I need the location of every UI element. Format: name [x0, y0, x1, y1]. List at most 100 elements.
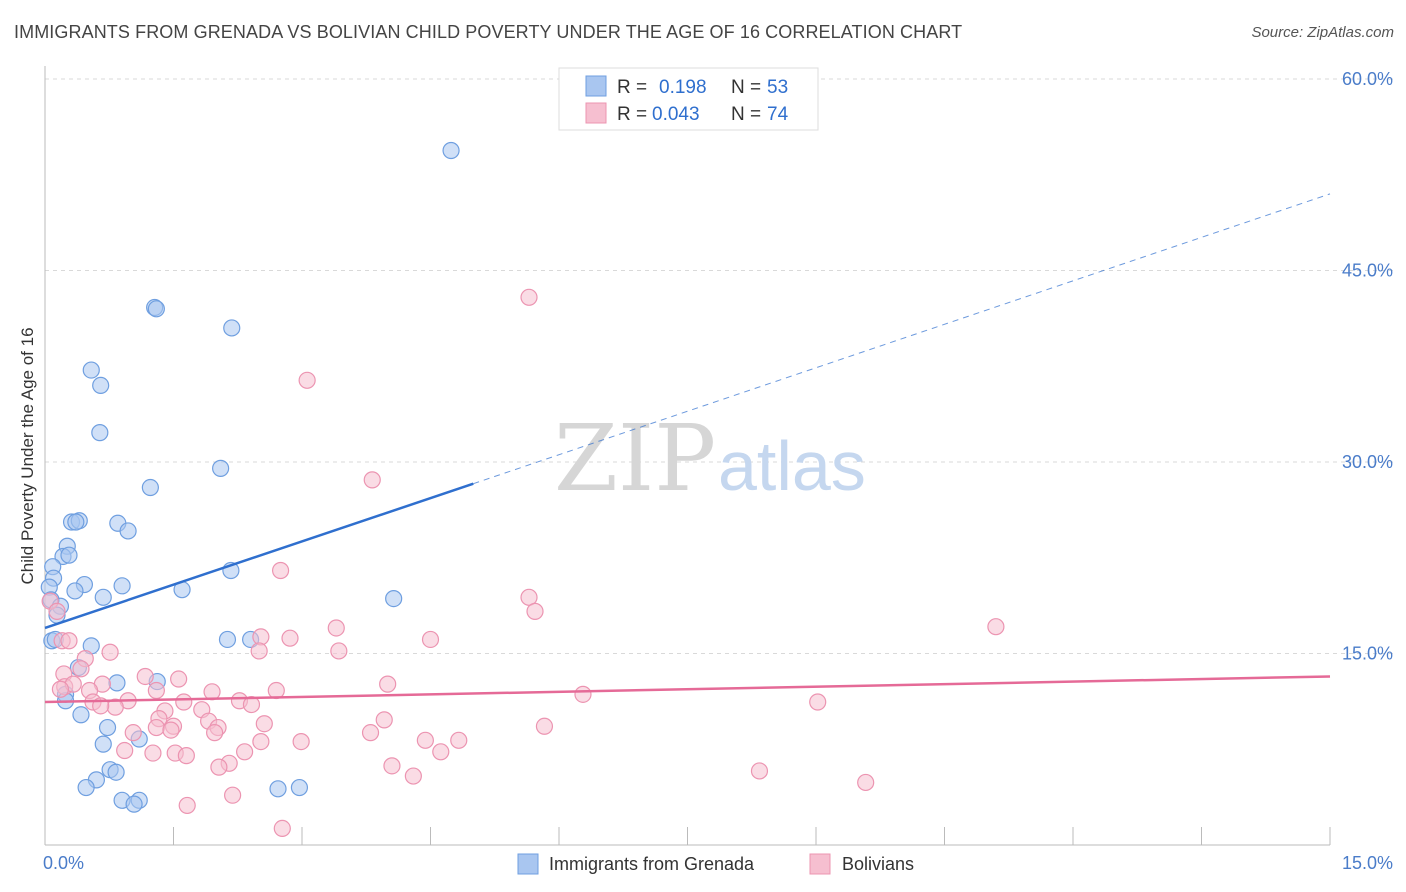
bolivian-point-19: [72, 660, 90, 678]
x-tick-label-0: 0.0%: [43, 853, 84, 873]
legend-n-label-2: N =: [731, 104, 761, 125]
bolivian-point-70: [857, 773, 875, 792]
tick-labels: 15.0% 30.0% 45.0% 60.0% 0.0% 15.0%: [43, 69, 1393, 873]
bolivian-point-10: [252, 628, 270, 646]
bolivian-trend-line: [44, 675, 1331, 704]
bolivian-point-26: [51, 680, 70, 698]
grenada-point-47: [77, 778, 95, 797]
bolivian-point-45: [147, 718, 165, 737]
axes: [44, 66, 1331, 846]
bolivian-point-9: [48, 602, 66, 620]
bolivian-point-17: [330, 642, 348, 660]
bolivian-point-68: [404, 767, 422, 785]
bolivian-point-60: [144, 744, 162, 762]
grenada-point-3: [223, 319, 241, 337]
grenada-point-43: [94, 735, 112, 753]
bolivian-point-62: [236, 743, 254, 761]
trend-lines: [44, 193, 1331, 704]
grenada-point-27: [385, 590, 403, 608]
grenada-point-16: [60, 546, 78, 564]
legend-n-value-2: 74: [767, 104, 789, 125]
grenada-point-45: [107, 763, 125, 781]
grenada-point-48: [269, 780, 287, 798]
bolivian-point-42: [809, 693, 827, 711]
legend-r-value-1: 0.198: [659, 77, 707, 98]
bolivian-point-69: [750, 762, 769, 780]
bolivian-point-3: [271, 561, 290, 580]
bolivian-point-32: [574, 685, 592, 703]
chart-title: IMMIGRANTS FROM GRENADA VS BOLIVIAN CHIL…: [14, 22, 963, 42]
bolivian-point-72: [178, 796, 196, 815]
bolivian-point-55: [416, 731, 434, 749]
bottom-legend-grenada: Immigrants from Grenada: [549, 854, 755, 874]
bottom-legend-swatch-bolivian: [809, 853, 831, 875]
y-tick-label-1: 30.0%: [1342, 452, 1393, 472]
y-tick-label-2: 45.0%: [1342, 261, 1393, 281]
series-bolivian-points: [41, 288, 1005, 838]
bolivian-point-59: [116, 741, 134, 760]
bolivian-point-41: [242, 695, 261, 714]
bottom-legend-bolivian: Bolivians: [842, 854, 914, 874]
bottom-legend: Immigrants from Grenada Bolivians: [517, 853, 914, 875]
legend-n-label-1: N =: [731, 77, 761, 98]
grenada-point-52: [125, 795, 143, 813]
bolivian-point-56: [292, 732, 310, 751]
legend-r-value-2: 0.043: [652, 104, 700, 125]
grenada-trend-extension: [473, 193, 1331, 485]
bolivian-point-57: [252, 732, 270, 751]
bolivian-point-1: [298, 371, 316, 389]
grenada-point-5: [92, 376, 110, 394]
grenada-point-33: [218, 630, 237, 649]
bolivian-point-50: [124, 724, 142, 742]
bolivian-point-71: [224, 786, 242, 804]
x-tick-label-1: 15.0%: [1342, 853, 1393, 873]
bolivian-point-11: [281, 629, 299, 647]
watermark: ZIP atlas: [554, 405, 866, 512]
bolivian-point-63: [432, 743, 450, 761]
grid-lines: [45, 78, 1395, 654]
grenada-point-26: [94, 588, 112, 606]
legend-n-value-1: 53: [767, 77, 788, 98]
bolivian-point-67: [383, 757, 401, 775]
grenada-point-8: [141, 478, 159, 497]
bolivian-point-46: [162, 721, 180, 739]
grenada-trend-line: [44, 482, 474, 630]
grenada-point-4: [82, 361, 100, 379]
bolivian-point-22: [170, 670, 188, 688]
bolivian-point-6: [987, 618, 1005, 636]
bolivian-point-58: [450, 731, 468, 749]
bolivian-point-48: [255, 715, 273, 733]
bolivian-point-14: [60, 632, 78, 650]
legend-r-label-2: R =: [617, 104, 647, 125]
bolivian-point-51: [535, 717, 554, 735]
grenada-point-6: [91, 424, 109, 442]
bolivian-point-35: [175, 693, 193, 711]
grenada-point-11: [67, 513, 85, 531]
bolivian-point-2: [363, 471, 381, 489]
grenada-point-49: [290, 778, 309, 797]
grenada-point-7: [212, 459, 230, 477]
grenada-point-22: [113, 577, 131, 595]
watermark-zip: ZIP: [554, 405, 716, 512]
grenada-point-0: [442, 141, 460, 160]
legend-swatch-grenada: [585, 75, 607, 97]
y-tick-label-3: 60.0%: [1342, 69, 1393, 89]
bolivian-point-49: [375, 711, 393, 729]
top-legend: R = 0.198 N = 53 R = 0.043 N = 74: [558, 67, 819, 131]
grenada-point-40: [72, 706, 90, 724]
bolivian-point-31: [379, 675, 397, 693]
bolivian-point-0: [520, 288, 538, 306]
bolivian-point-28: [147, 681, 165, 700]
bolivian-point-7: [327, 619, 345, 637]
bolivian-point-66: [210, 758, 228, 776]
y-tick-label-0: 15.0%: [1342, 644, 1393, 664]
bolivian-point-21: [136, 667, 154, 686]
bottom-legend-swatch-grenada: [517, 853, 539, 875]
legend-swatch-bolivian: [585, 102, 607, 124]
bolivian-point-53: [206, 724, 224, 742]
bolivian-point-16: [250, 642, 268, 660]
grenada-point-36: [108, 674, 126, 692]
grenada-point-41: [98, 718, 117, 737]
grenada-point-25: [66, 582, 84, 600]
